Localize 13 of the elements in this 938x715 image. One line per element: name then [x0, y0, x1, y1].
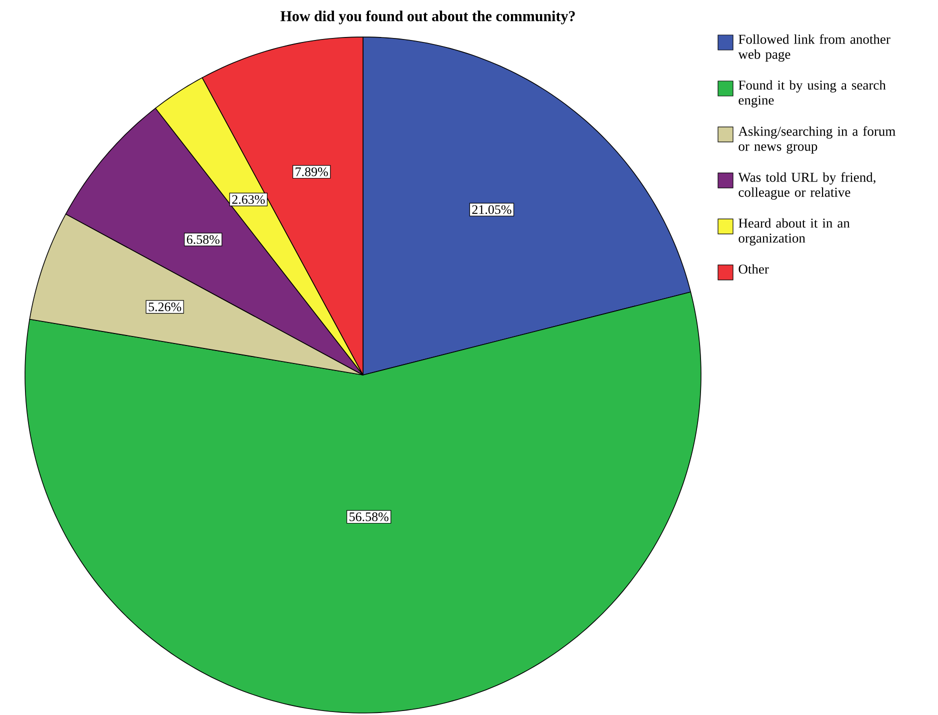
legend-label: Found it by using a search engine [738, 80, 886, 108]
legend-label: Followed link from another web page [738, 34, 890, 62]
data-label: 2.63% [232, 195, 265, 204]
legend-label: Asking/searching in a forum or news group [738, 126, 896, 154]
data-label: 5.26% [148, 302, 182, 312]
data-label: 6.58% [186, 235, 220, 244]
chart-title: How did you found out about the community? [280, 10, 575, 24]
data-label: 7.89% [296, 167, 328, 176]
legend-label: Other [738, 264, 769, 274]
data-label: 21.05% [472, 205, 512, 214]
legend-label: Was told URL by friend, colleague or relative [738, 172, 876, 200]
data-label: 56.58% [350, 512, 388, 522]
legend-label: Heard about it in an organization [738, 218, 850, 246]
